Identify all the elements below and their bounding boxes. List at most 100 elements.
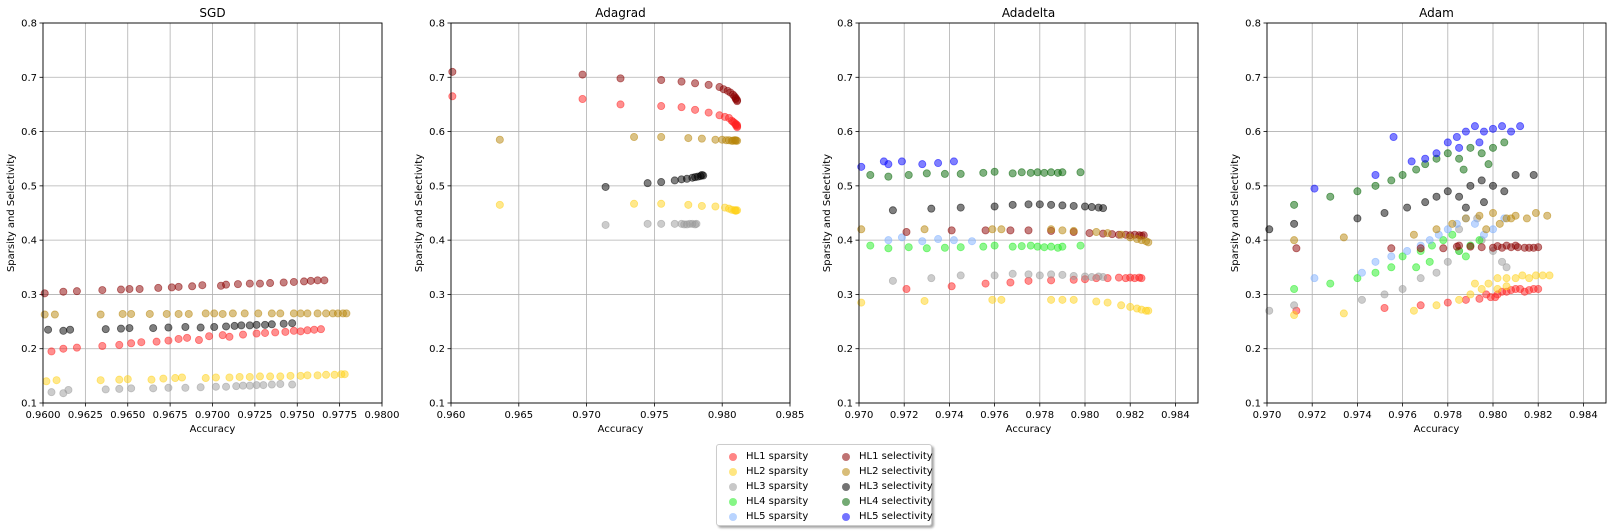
data-point xyxy=(1398,170,1407,179)
data-point xyxy=(252,329,261,338)
data-point xyxy=(225,332,234,341)
data-point xyxy=(123,375,132,384)
data-point xyxy=(697,134,706,143)
legend-marker xyxy=(842,467,850,476)
legend-marker xyxy=(842,452,850,461)
data-point xyxy=(222,280,231,289)
data-point xyxy=(733,97,742,106)
data-point xyxy=(1058,242,1067,251)
data-point xyxy=(1339,309,1348,318)
x-tick-label: 0.980 xyxy=(708,410,737,421)
data-point xyxy=(1470,122,1479,131)
y-tick-label: 0.4 xyxy=(429,236,445,247)
legend-entry: HL1 selectivity xyxy=(830,449,933,464)
data-point xyxy=(979,242,988,251)
data-point xyxy=(920,296,929,305)
data-point xyxy=(1466,181,1475,190)
data-point xyxy=(289,309,298,318)
x-tick-label: 0.978 xyxy=(1025,410,1054,421)
legend-marker xyxy=(729,512,737,521)
data-point xyxy=(59,326,68,335)
data-point xyxy=(956,203,965,212)
data-point xyxy=(866,170,875,179)
data-point xyxy=(279,278,288,287)
x-tick-label: 0.9750 xyxy=(280,410,315,421)
data-point xyxy=(1534,243,1543,252)
data-point xyxy=(1531,271,1540,280)
data-point xyxy=(1126,302,1135,311)
data-point xyxy=(997,295,1006,304)
data-point xyxy=(276,309,285,318)
data-point xyxy=(1502,241,1511,250)
data-point xyxy=(1353,274,1362,283)
x-tick-label: 0.972 xyxy=(890,410,919,421)
y-axis-label: Sparsity and Selectivity xyxy=(6,154,17,272)
data-point xyxy=(1443,149,1452,158)
data-point xyxy=(313,309,322,318)
data-point xyxy=(947,226,956,235)
data-point xyxy=(1008,200,1017,209)
data-point xyxy=(1069,295,1078,304)
legend-marker xyxy=(729,467,737,476)
data-point xyxy=(316,325,325,334)
data-point xyxy=(232,382,241,391)
legend-label: HL3 sparsity xyxy=(746,481,809,492)
data-point xyxy=(934,159,943,168)
data-point xyxy=(101,325,110,334)
data-point xyxy=(254,309,263,318)
data-point xyxy=(1026,241,1035,250)
x-tick-label: 0.982 xyxy=(1116,410,1145,421)
legend-label: HL1 sparsity xyxy=(746,451,809,462)
data-point xyxy=(1114,273,1123,282)
data-point xyxy=(1357,295,1366,304)
data-point xyxy=(164,336,173,345)
y-tick-label: 0.1 xyxy=(21,399,37,410)
data-point xyxy=(340,370,349,379)
data-point xyxy=(677,103,686,112)
data-point xyxy=(1024,200,1033,209)
y-tick-label: 0.2 xyxy=(837,344,853,355)
data-point xyxy=(1489,181,1498,190)
data-point xyxy=(697,201,706,210)
x-tick-label: 0.985 xyxy=(776,410,805,421)
data-point xyxy=(1443,225,1452,234)
data-point xyxy=(1092,227,1101,236)
data-point xyxy=(1081,202,1090,211)
data-point xyxy=(137,338,146,347)
data-point xyxy=(1412,263,1421,272)
data-point xyxy=(1489,124,1498,133)
data-point xyxy=(342,309,351,318)
data-point xyxy=(96,310,105,319)
data-point xyxy=(1477,243,1486,252)
data-point xyxy=(211,382,220,391)
data-point xyxy=(1371,181,1380,190)
data-point xyxy=(1461,203,1470,212)
data-point xyxy=(1409,230,1418,239)
data-point xyxy=(1024,270,1033,279)
data-point xyxy=(1529,170,1538,179)
data-point xyxy=(884,160,893,169)
data-point xyxy=(303,326,312,335)
data-point xyxy=(222,322,231,331)
legend: HL1 sparsity HL2 sparsity HL3 sparsity HL4 … xyxy=(716,444,933,526)
data-point xyxy=(233,280,242,289)
legend-entry: HL5 sparsity xyxy=(717,509,830,524)
legend-label: HL2 sparsity xyxy=(746,466,809,477)
x-tick-label: 0.972 xyxy=(1298,410,1327,421)
data-point xyxy=(194,336,203,345)
data-point xyxy=(181,322,190,331)
data-point xyxy=(184,309,193,318)
data-point xyxy=(1475,294,1484,303)
data-point xyxy=(990,241,999,250)
data-point xyxy=(968,237,977,246)
legend-entry: HL4 sparsity xyxy=(717,494,830,509)
data-point xyxy=(1522,214,1531,223)
data-point xyxy=(601,220,610,229)
data-point xyxy=(902,227,911,236)
data-point xyxy=(990,202,999,211)
data-point xyxy=(230,321,239,330)
data-point xyxy=(1047,225,1056,234)
data-point xyxy=(1398,284,1407,293)
data-point xyxy=(162,309,171,318)
data-point xyxy=(1466,290,1475,299)
